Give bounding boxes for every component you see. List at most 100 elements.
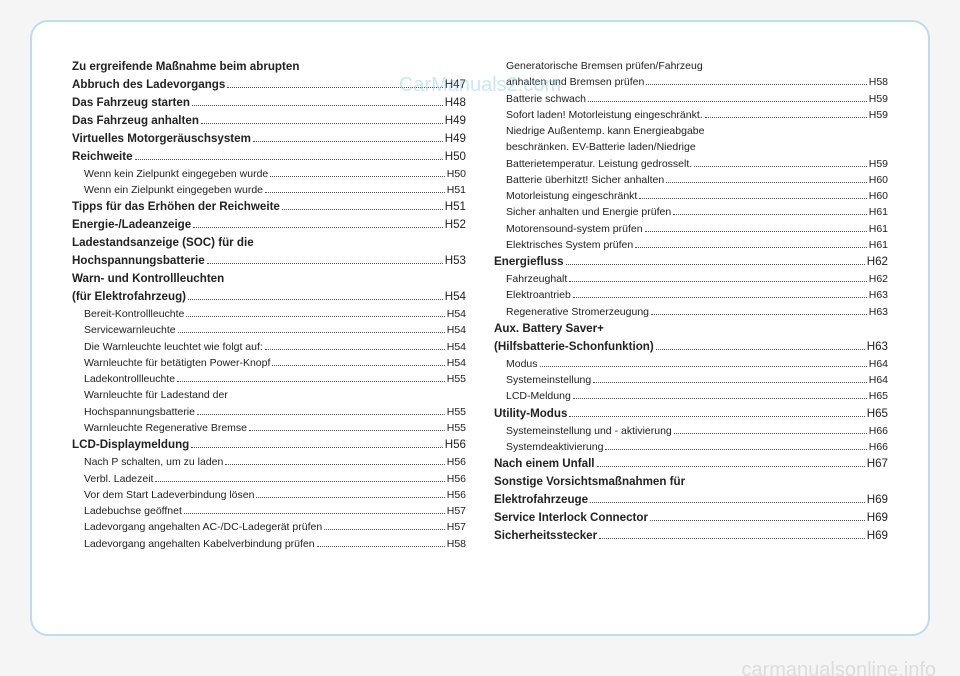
toc-label: Wenn ein Zielpunkt eingegeben wurde bbox=[84, 182, 263, 198]
toc-leader-dots bbox=[540, 366, 867, 367]
toc-label: Servicewarnleuchte bbox=[84, 322, 176, 338]
toc-page: H57 bbox=[447, 519, 466, 535]
toc-entry: ElektroantriebH63 bbox=[494, 287, 888, 303]
toc-entry: (Hilfsbatterie-Schonfunktion)H63 bbox=[494, 338, 888, 356]
toc-leader-dots bbox=[605, 449, 866, 450]
toc-entry: Batterie überhitzt! Sicher anhaltenH60 bbox=[494, 172, 888, 188]
toc-leader-dots bbox=[650, 520, 865, 521]
toc-leader-dots bbox=[272, 365, 444, 366]
toc-entry: Abbruch des LadevorgangsH47 bbox=[72, 76, 466, 94]
toc-label: Fahrzeughalt bbox=[506, 271, 567, 287]
toc-entry: Nach einem UnfallH67 bbox=[494, 455, 888, 473]
toc-label: Sonstige Vorsichtsmaßnahmen für bbox=[494, 473, 685, 491]
toc-entry: Systemdeaktivierung H66 bbox=[494, 439, 888, 455]
toc-label: Batterie überhitzt! Sicher anhalten bbox=[506, 172, 664, 188]
toc-leader-dots bbox=[177, 381, 445, 382]
toc-entry: LadekontrollleuchteH55 bbox=[72, 371, 466, 387]
toc-page: H50 bbox=[445, 148, 466, 166]
toc-page: H64 bbox=[869, 356, 888, 372]
toc-label: Elektroantrieb bbox=[506, 287, 571, 303]
toc-entry: Warn- und Kontrollleuchten bbox=[72, 270, 466, 288]
toc-label: Motorensound-system prüfen bbox=[506, 221, 643, 237]
toc-page: H52 bbox=[445, 216, 466, 234]
toc-label: Systemeinstellung und - aktivierung bbox=[506, 423, 672, 439]
toc-label: Warnleuchte für Ladestand der bbox=[84, 387, 228, 403]
toc-page: H54 bbox=[447, 339, 466, 355]
toc-page: H54 bbox=[447, 306, 466, 322]
toc-entry: Vor dem Start Ladeverbindung lösenH56 bbox=[72, 487, 466, 503]
toc-columns: Zu ergreifende Maßnahme beim abruptenAbb… bbox=[72, 58, 888, 598]
toc-label: Utility-Modus bbox=[494, 405, 567, 423]
toc-leader-dots bbox=[265, 192, 445, 193]
toc-leader-dots bbox=[324, 529, 445, 530]
toc-entry: FahrzeughaltH62 bbox=[494, 271, 888, 287]
toc-page: H59 bbox=[869, 107, 888, 123]
toc-leader-dots bbox=[184, 513, 445, 514]
toc-label: Energiefluss bbox=[494, 253, 564, 271]
toc-page: H65 bbox=[869, 388, 888, 404]
toc-leader-dots bbox=[590, 502, 865, 503]
toc-label: beschränken. EV-Batterie laden/Niedrige bbox=[506, 139, 696, 155]
toc-page: H54 bbox=[447, 322, 466, 338]
toc-page: H53 bbox=[445, 252, 466, 270]
toc-leader-dots bbox=[178, 332, 445, 333]
toc-label: Service Interlock Connector bbox=[494, 509, 648, 527]
toc-leader-dots bbox=[639, 198, 866, 199]
toc-page: H56 bbox=[447, 454, 466, 470]
toc-leader-dots bbox=[573, 297, 867, 298]
toc-entry: Wenn kein Zielpunkt eingegeben wurdeH50 bbox=[72, 166, 466, 182]
toc-leader-dots bbox=[192, 105, 443, 106]
toc-entry: Ladestandsanzeige (SOC) für die bbox=[72, 234, 466, 252]
toc-entry: Sofort laden! Motorleistung eingeschränk… bbox=[494, 107, 888, 123]
watermark-bottom: carmanualsonline.info bbox=[741, 659, 936, 676]
toc-label: Das Fahrzeug starten bbox=[72, 94, 190, 112]
toc-entry: Tipps für das Erhöhen der ReichweiteH51 bbox=[72, 198, 466, 216]
toc-leader-dots bbox=[270, 176, 444, 177]
toc-label: Nach P schalten, um zu laden bbox=[84, 454, 223, 470]
toc-entry: LCD-MeldungH65 bbox=[494, 388, 888, 404]
toc-leader-dots bbox=[666, 182, 867, 183]
toc-entry: Aux. Battery Saver+ bbox=[494, 320, 888, 338]
toc-entry: EnergieflussH62 bbox=[494, 253, 888, 271]
toc-leader-dots bbox=[207, 263, 443, 264]
toc-page: H55 bbox=[447, 371, 466, 387]
toc-entry: Reichweite H50 bbox=[72, 148, 466, 166]
toc-leader-dots bbox=[588, 101, 867, 102]
toc-label: Reichweite bbox=[72, 148, 133, 166]
toc-page: H67 bbox=[867, 455, 888, 473]
toc-page: H59 bbox=[869, 91, 888, 107]
toc-label: Hochspannungsbatterie bbox=[84, 404, 195, 420]
toc-label: Elektrisches System prüfen bbox=[506, 237, 633, 253]
toc-page: H66 bbox=[869, 439, 888, 455]
toc-label: Hochspannungsbatterie bbox=[72, 252, 205, 270]
toc-leader-dots bbox=[282, 209, 443, 210]
toc-page: H61 bbox=[869, 204, 888, 220]
toc-page: H61 bbox=[869, 221, 888, 237]
toc-label: Aux. Battery Saver+ bbox=[494, 320, 604, 338]
toc-leader-dots bbox=[656, 349, 865, 350]
toc-leader-dots bbox=[155, 481, 444, 482]
toc-entry: Ladebuchse geöffnetH57 bbox=[72, 503, 466, 519]
toc-entry: ModusH64 bbox=[494, 356, 888, 372]
toc-entry: Batterietemperatur. Leistung gedrosselt.… bbox=[494, 156, 888, 172]
toc-label: Regenerative Stromerzeugung bbox=[506, 304, 649, 320]
toc-label: Warnleuchte für betätigten Power-Knopf bbox=[84, 355, 270, 371]
toc-page: H56 bbox=[447, 487, 466, 503]
toc-page: H64 bbox=[869, 372, 888, 388]
toc-page: H63 bbox=[867, 338, 888, 356]
toc-label: Wenn kein Zielpunkt eingegeben wurde bbox=[84, 166, 268, 182]
toc-entry: anhalten und Bremsen prüfenH58 bbox=[494, 74, 888, 90]
toc-leader-dots bbox=[599, 538, 865, 539]
toc-label: anhalten und Bremsen prüfen bbox=[506, 74, 644, 90]
toc-leader-dots bbox=[694, 166, 867, 167]
toc-label: Die Warnleuchte leuchtet wie folgt auf: bbox=[84, 339, 263, 355]
toc-label: Niedrige Außentemp. kann Energieabgabe bbox=[506, 123, 704, 139]
toc-entry: Energie-/LadeanzeigeH52 bbox=[72, 216, 466, 234]
toc-leader-dots bbox=[593, 382, 867, 383]
toc-label: LCD-Displaymeldung bbox=[72, 436, 189, 454]
toc-page: H51 bbox=[447, 182, 466, 198]
toc-label: Systemdeaktivierung bbox=[506, 439, 603, 455]
toc-entry: Ladevorgang angehalten Kabelverbindung p… bbox=[72, 536, 466, 552]
toc-entry: Sicher anhalten und Energie prüfenH61 bbox=[494, 204, 888, 220]
toc-page: H54 bbox=[447, 355, 466, 371]
